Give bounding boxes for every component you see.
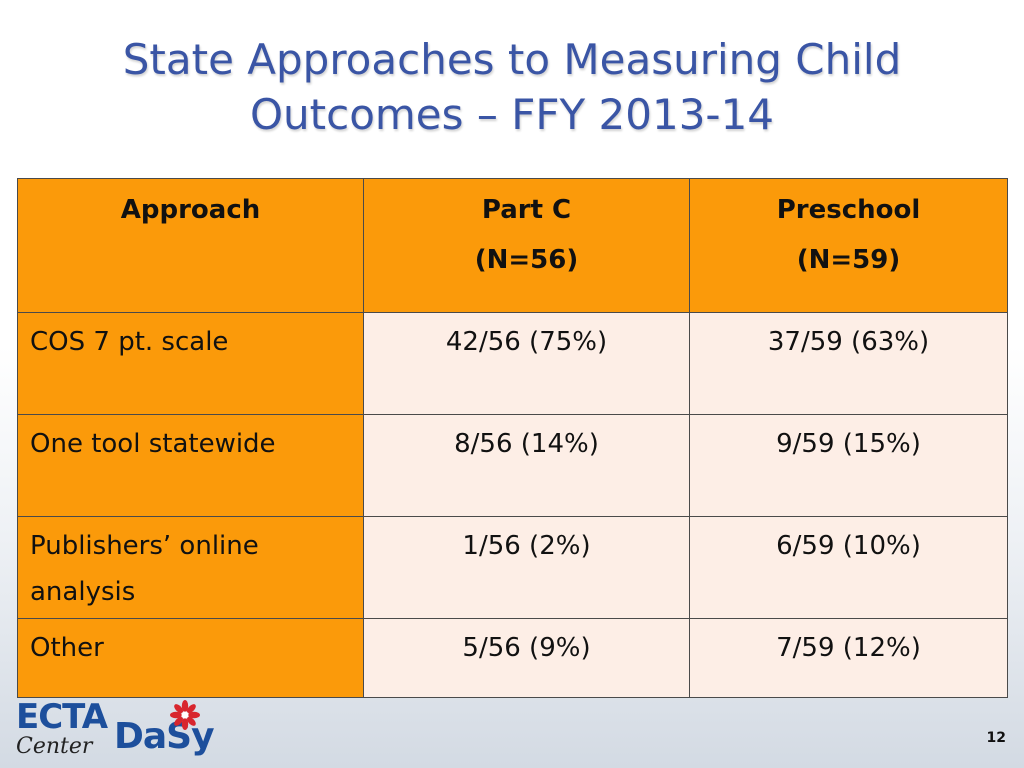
table-row: One tool statewide 8/56 (14%) 9/59 (15%): [17, 414, 1008, 517]
slide-title-line2: Outcomes – FFY 2013-14: [249, 90, 775, 139]
row-label: COS 7 pt. scale: [17, 312, 364, 415]
header-part-c-n: (N=56): [474, 245, 579, 275]
header-approach-label: Approach: [120, 195, 261, 225]
slide-title-line1: State Approaches to Measuring Child: [122, 35, 902, 84]
approaches-table: Approach Part C (N=56) Preschool (N=59) …: [17, 178, 1008, 698]
row-label: One tool statewide: [17, 414, 364, 517]
preschool-value: 6/59 (10%): [689, 516, 1008, 619]
header-preschool: Preschool (N=59): [689, 178, 1008, 313]
dasy-logo-text: DaSy: [114, 716, 215, 757]
header-approach: Approach: [17, 178, 364, 313]
header-preschool-n: (N=59): [796, 245, 901, 275]
part-c-value: 42/56 (75%): [363, 312, 690, 415]
header-part-c-label: Part C: [481, 195, 572, 225]
row-label: Other: [17, 618, 364, 698]
table-row: Other 5/56 (9%) 7/59 (12%): [17, 618, 1008, 698]
header-preschool-label: Preschool: [776, 195, 921, 225]
part-c-value: 5/56 (9%): [363, 618, 690, 698]
part-c-value: 1/56 (2%): [363, 516, 690, 619]
ecta-center-logo: ECTA Center: [16, 697, 108, 759]
row-label: Publishers’ online analysis: [17, 516, 364, 619]
preschool-value: 37/59 (63%): [689, 312, 1008, 415]
table-row: Publishers’ online analysis 1/56 (2%) 6/…: [17, 516, 1008, 619]
table-row: COS 7 pt. scale 42/56 (75%) 37/59 (63%): [17, 312, 1008, 415]
center-logo-text: Center: [16, 734, 93, 759]
preschool-value: 7/59 (12%): [689, 618, 1008, 698]
table-header-row: Approach Part C (N=56) Preschool (N=59): [17, 178, 1008, 313]
flower-icon: [170, 700, 200, 730]
ecta-logo-text: ECTA: [16, 697, 108, 737]
slide-title: State Approaches to Measuring Child Outc…: [0, 32, 1024, 142]
header-part-c: Part C (N=56): [363, 178, 690, 313]
part-c-value: 8/56 (14%): [363, 414, 690, 517]
preschool-value: 9/59 (15%): [689, 414, 1008, 517]
ecta-dasy-logo: ECTA Center DaSy: [16, 697, 215, 764]
page-number: 12: [986, 730, 1006, 746]
